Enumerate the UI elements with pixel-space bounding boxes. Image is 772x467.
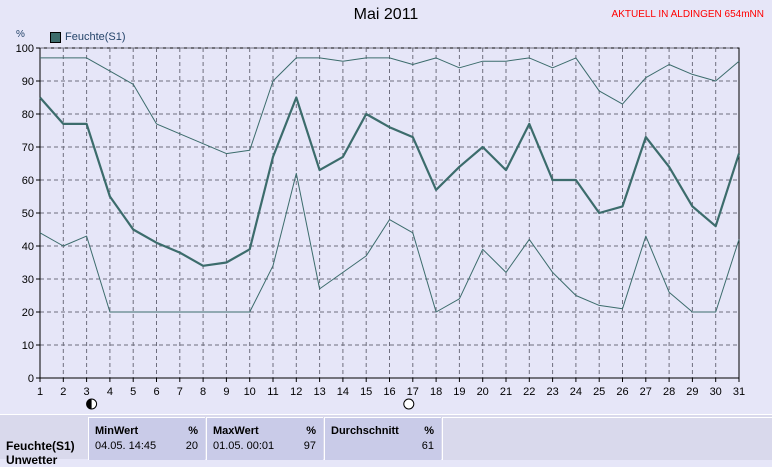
x-tick-label: 31 bbox=[733, 386, 745, 398]
max-unit: % bbox=[306, 425, 316, 437]
min-header: MinWert bbox=[95, 425, 138, 437]
x-tick-label: 4 bbox=[107, 386, 113, 398]
x-tick-label: 21 bbox=[500, 386, 512, 398]
max-value: 97 bbox=[304, 440, 316, 452]
max-value-panel: MaxWert % 01.05. 00:01 97 bbox=[206, 417, 323, 460]
min-unit: % bbox=[188, 425, 198, 437]
x-tick-label: 14 bbox=[337, 386, 349, 398]
x-tick-label: 1 bbox=[37, 386, 43, 398]
max-datetime: 01.05. 00:01 bbox=[213, 440, 274, 452]
x-tick-label: 20 bbox=[477, 386, 489, 398]
stats-row-label: Feuchte(S1) bbox=[6, 439, 75, 453]
x-tick-label: 10 bbox=[244, 386, 256, 398]
x-tick-label: 24 bbox=[570, 386, 582, 398]
x-tick-label: 13 bbox=[313, 386, 325, 398]
x-tick-label: 28 bbox=[663, 386, 675, 398]
empty-panel bbox=[442, 417, 772, 460]
y-tick-label: 20 bbox=[22, 307, 34, 319]
avg-unit: % bbox=[424, 425, 434, 437]
moon-shade bbox=[87, 399, 92, 409]
stats-row-label-2: Unwetter bbox=[6, 453, 57, 467]
x-tick-label: 8 bbox=[200, 386, 206, 398]
y-tick-label: 10 bbox=[22, 340, 34, 352]
x-tick-label: 6 bbox=[153, 386, 159, 398]
avg-value: 61 bbox=[422, 440, 434, 452]
x-tick-label: 30 bbox=[710, 386, 722, 398]
x-tick-label: 9 bbox=[223, 386, 229, 398]
min-datetime: 04.05. 14:45 bbox=[95, 440, 156, 452]
y-tick-label: 90 bbox=[22, 76, 34, 88]
x-tick-label: 26 bbox=[616, 386, 628, 398]
y-tick-label: 100 bbox=[16, 43, 34, 55]
min-value-panel: MinWert % 04.05. 14:45 20 bbox=[88, 417, 205, 460]
x-tick-label: 18 bbox=[430, 386, 442, 398]
y-tick-label: 50 bbox=[22, 208, 34, 220]
x-tick-label: 5 bbox=[130, 386, 136, 398]
x-tick-label: 3 bbox=[84, 386, 90, 398]
stats-panel: Feuchte(S1) Unwetter MinWert % 04.05. 14… bbox=[0, 414, 772, 459]
y-tick-label: 70 bbox=[22, 142, 34, 154]
x-tick-label: 12 bbox=[290, 386, 302, 398]
y-tick-label: 0 bbox=[28, 373, 34, 385]
x-tick-label: 11 bbox=[267, 386, 278, 398]
x-tick-label: 29 bbox=[686, 386, 698, 398]
chart-area: Mai 2011 AKTUELL IN ALDINGEN 654mNN % Fe… bbox=[0, 0, 772, 414]
y-tick-label: 40 bbox=[22, 241, 34, 253]
x-tick-label: 22 bbox=[523, 386, 535, 398]
min-value: 20 bbox=[186, 440, 198, 452]
y-tick-label: 60 bbox=[22, 175, 34, 187]
avg-header: Durchschnitt bbox=[331, 425, 399, 437]
max-header: MaxWert bbox=[213, 425, 259, 437]
x-tick-label: 25 bbox=[593, 386, 605, 398]
x-tick-label: 16 bbox=[383, 386, 395, 398]
x-tick-label: 19 bbox=[453, 386, 465, 398]
x-tick-label: 7 bbox=[177, 386, 183, 398]
x-tick-label: 27 bbox=[640, 386, 652, 398]
x-tick-label: 17 bbox=[407, 386, 419, 398]
y-tick-label: 30 bbox=[22, 274, 34, 286]
moon-phase-full-icon bbox=[404, 399, 414, 409]
x-tick-label: 2 bbox=[60, 386, 66, 398]
y-tick-label: 80 bbox=[22, 109, 34, 121]
avg-value-panel: Durchschnitt % 61 bbox=[324, 417, 441, 460]
x-tick-label: 15 bbox=[360, 386, 372, 398]
x-tick-label: 23 bbox=[546, 386, 558, 398]
series-line-min bbox=[40, 173, 739, 312]
